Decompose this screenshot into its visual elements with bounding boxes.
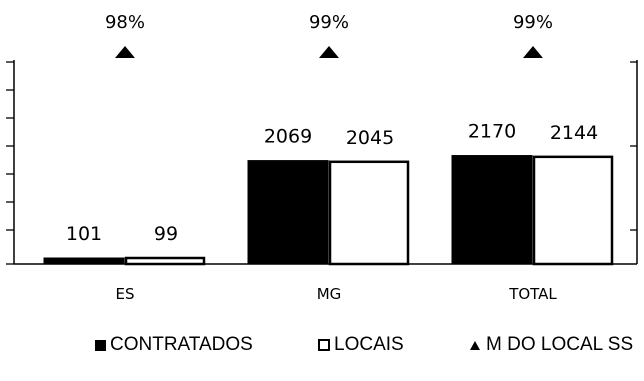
bar-contratados-total — [451, 155, 533, 265]
solid-square-icon — [95, 339, 106, 351]
percent-label-total: 99% — [513, 12, 553, 33]
data-label-contratados-es: 101 — [66, 223, 102, 245]
category-label-mg: MG — [317, 285, 342, 303]
legend: CONTRATADOS LOCAIS M DO LOCAL SS — [0, 326, 644, 366]
triangle-marker-es — [115, 46, 135, 58]
legend-label-locais: LOCAIS — [334, 334, 404, 355]
triangle-marker-mg — [319, 46, 339, 58]
hollow-square-icon — [318, 339, 330, 351]
percent-label-mg: 99% — [309, 12, 349, 33]
legend-item-locais: LOCAIS — [318, 334, 404, 356]
left-ticks — [6, 61, 14, 265]
data-label-contratados-mg: 2069 — [264, 126, 312, 148]
bar-locais-es — [124, 256, 206, 266]
category-mg: 2069 2045 99% MG — [247, 12, 410, 303]
bar-contratados-es — [43, 257, 125, 265]
right-ticks — [630, 61, 637, 231]
triangle-marker-total — [523, 46, 543, 58]
category-label-es: ES — [116, 285, 135, 303]
category-total: 2170 2144 99% TOTAL — [451, 12, 614, 303]
category-es: 101 99 98% ES — [43, 12, 206, 303]
bar-chart: 101 99 98% ES 2069 2045 99% MG 2170 2144… — [6, 12, 638, 303]
category-label-total: TOTAL — [508, 285, 557, 303]
legend-label-contratados: CONTRATADOS — [110, 334, 253, 355]
legend-item-contratados: CONTRATADOS — [95, 334, 253, 356]
bar-contratados-mg — [247, 160, 329, 265]
legend-label-percent: M DO LOCAL SS — [486, 334, 634, 355]
data-label-locais-mg: 2045 — [346, 127, 394, 149]
legend-item-percent: M DO LOCAL SS — [470, 334, 633, 356]
bar-locais-total — [532, 155, 614, 266]
triangle-icon — [470, 340, 480, 350]
data-label-locais-es: 99 — [154, 223, 178, 245]
data-label-locais-total: 2144 — [550, 122, 598, 144]
percent-label-es: 98% — [105, 12, 145, 33]
data-label-contratados-total: 2170 — [468, 121, 516, 143]
bar-locais-mg — [328, 160, 410, 266]
